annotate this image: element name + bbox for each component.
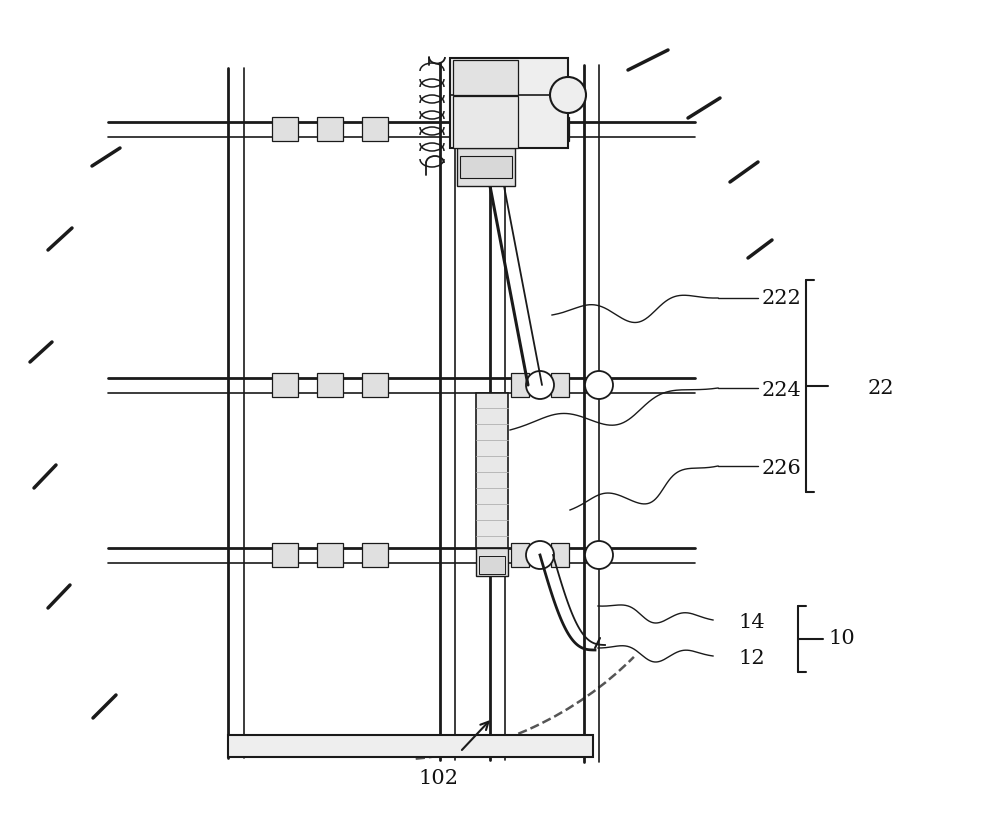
Bar — [551, 117, 569, 141]
Text: 12: 12 — [738, 649, 765, 667]
Bar — [317, 117, 343, 141]
Bar — [551, 373, 569, 397]
Bar — [453, 60, 518, 95]
Bar — [551, 543, 569, 567]
Text: 102: 102 — [418, 768, 458, 788]
Bar — [511, 117, 529, 141]
Bar — [317, 543, 343, 567]
Circle shape — [526, 541, 554, 569]
Bar — [476, 548, 508, 576]
Bar — [460, 156, 512, 178]
Bar — [479, 556, 505, 574]
Bar — [476, 393, 508, 548]
Bar — [272, 117, 298, 141]
Bar — [272, 543, 298, 567]
Bar — [362, 373, 388, 397]
Bar — [450, 58, 568, 148]
Bar — [457, 148, 515, 186]
Bar — [228, 735, 593, 757]
Text: 222: 222 — [762, 289, 802, 308]
Bar — [317, 373, 343, 397]
Bar — [272, 373, 298, 397]
Text: 224: 224 — [762, 380, 802, 399]
Bar — [511, 373, 529, 397]
Text: 10: 10 — [828, 628, 855, 648]
Circle shape — [526, 371, 554, 399]
Bar — [362, 543, 388, 567]
Bar — [511, 543, 529, 567]
Bar — [362, 117, 388, 141]
Text: 226: 226 — [762, 459, 802, 478]
Circle shape — [585, 371, 613, 399]
Text: 14: 14 — [738, 613, 765, 631]
Circle shape — [585, 541, 613, 569]
Bar — [453, 96, 518, 148]
Circle shape — [550, 77, 586, 113]
Text: 22: 22 — [868, 379, 895, 398]
